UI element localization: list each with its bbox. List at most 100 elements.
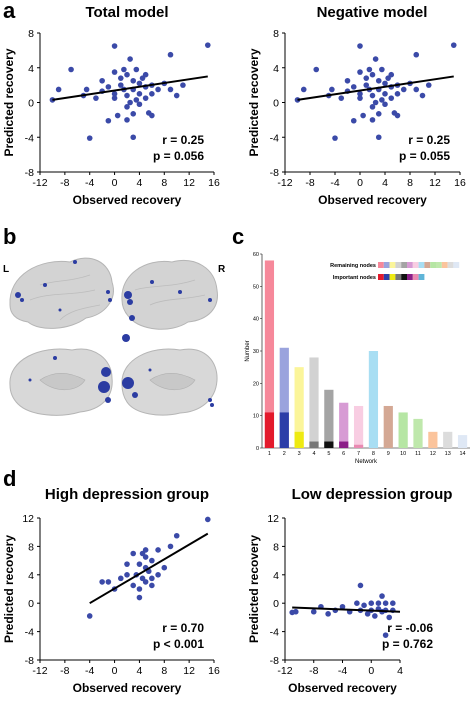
legend-important-swatch [412, 274, 419, 280]
data-point [111, 91, 118, 97]
data-point [111, 43, 118, 49]
y-axis-label: Predicted recovery [247, 48, 261, 156]
x-tick-label: 1 [268, 451, 271, 457]
panel-letter-c: c [232, 224, 244, 249]
data-point [136, 101, 143, 108]
bar-important-5 [324, 441, 334, 448]
data-point [136, 594, 143, 601]
data-point [329, 86, 335, 93]
bar-remaining-12 [428, 431, 438, 448]
data-point [363, 75, 370, 81]
data-point [124, 117, 130, 123]
data-point [117, 75, 124, 81]
data-point [382, 600, 389, 606]
legend-remaining-swatch [412, 262, 419, 268]
data-point [388, 71, 395, 78]
data-point [382, 632, 389, 638]
y-tick-label: 60 [253, 252, 259, 258]
x-tick-label: -12 [277, 177, 292, 189]
data-point [310, 608, 317, 615]
y-axis-label: Predicted recovery [247, 535, 261, 643]
data-point [372, 613, 378, 619]
chart-title: Negative model [317, 4, 428, 21]
data-point [155, 572, 161, 578]
data-point [167, 51, 174, 58]
y-tick-label: 4 [28, 570, 34, 582]
y-tick-label: 4 [273, 63, 279, 75]
legend-important-swatch [395, 274, 402, 280]
x-tick-label: 3 [298, 451, 301, 457]
y-tick-label: 20 [253, 381, 259, 387]
stat-r: r = 0.25 [162, 133, 204, 147]
stat-r: r = 0.70 [162, 621, 204, 635]
high-depression-chart: High depression group-12 -8 -4 0 4 8 12 16-8-40… [2, 486, 220, 695]
data-point [390, 600, 396, 606]
data-point [86, 613, 93, 619]
x-tick-label: -4 [330, 177, 339, 189]
x-tick-label: 11 [415, 451, 421, 457]
x-tick-label: 10 [400, 451, 406, 457]
x-tick-label: 13 [445, 451, 451, 457]
bar-remaining-6 [339, 402, 349, 448]
data-point [388, 95, 395, 101]
legend-remaining-swatch [383, 262, 390, 268]
data-point [167, 86, 174, 93]
brain-nodes [15, 260, 214, 407]
brain-panel: L R [3, 257, 226, 416]
data-point [357, 91, 363, 97]
x-tick-label: 5 [327, 451, 330, 457]
y-tick-label: 12 [22, 513, 34, 525]
y-tick-label: 0 [256, 446, 259, 452]
data-point [204, 516, 211, 523]
bar-remaining-14 [457, 435, 468, 448]
stat-p: p = 0.056 [153, 149, 204, 163]
data-point [372, 56, 379, 62]
data-point [382, 91, 388, 97]
data-point [167, 543, 174, 550]
x-tick-label: 4 [137, 665, 143, 677]
regression-line [52, 75, 208, 101]
x-axis-label: Observed recovery [288, 681, 397, 695]
x-tick-label: 0 [112, 665, 118, 677]
x-tick-label: 12 [183, 177, 195, 189]
bar-important-1 [264, 412, 275, 448]
data-point [339, 603, 346, 610]
bar-remaining-9 [383, 405, 393, 448]
data-point [360, 112, 366, 119]
data-point [99, 579, 105, 585]
x-axis-label: Observed recovery [318, 193, 427, 207]
data-point [292, 608, 299, 615]
data-point [368, 600, 375, 606]
x-tick-label: 4 [382, 177, 388, 189]
data-point [133, 97, 140, 103]
data-point [99, 77, 105, 84]
data-point [354, 600, 360, 606]
y-tick-label: 10 [253, 414, 259, 420]
data-point [142, 71, 149, 78]
stat-p: p = 0.762 [382, 637, 433, 651]
bar-remaining-2 [279, 347, 289, 448]
data-point [375, 110, 382, 117]
y-axis-label: Number [245, 340, 251, 361]
data-point [149, 557, 155, 564]
bar-remaining-10 [398, 412, 408, 448]
x-tick-label: 12 [183, 665, 195, 677]
data-point [369, 71, 376, 78]
x-tick-label: 4 [137, 177, 143, 189]
legend-remaining-swatch [407, 262, 413, 268]
data-point [375, 600, 382, 606]
y-tick-label: 30 [253, 349, 259, 355]
y-tick-label: 8 [273, 28, 279, 40]
data-point [364, 611, 371, 617]
data-point [117, 82, 124, 88]
data-point [357, 95, 363, 101]
data-point [379, 97, 385, 103]
data-point [130, 582, 137, 589]
legend-important-swatch [378, 274, 384, 280]
chart-title: Low depression group [292, 486, 453, 503]
data-point [124, 104, 130, 110]
data-point [124, 561, 130, 567]
bar-remaining-1 [264, 260, 275, 448]
x-axis-label: Network [355, 459, 378, 465]
